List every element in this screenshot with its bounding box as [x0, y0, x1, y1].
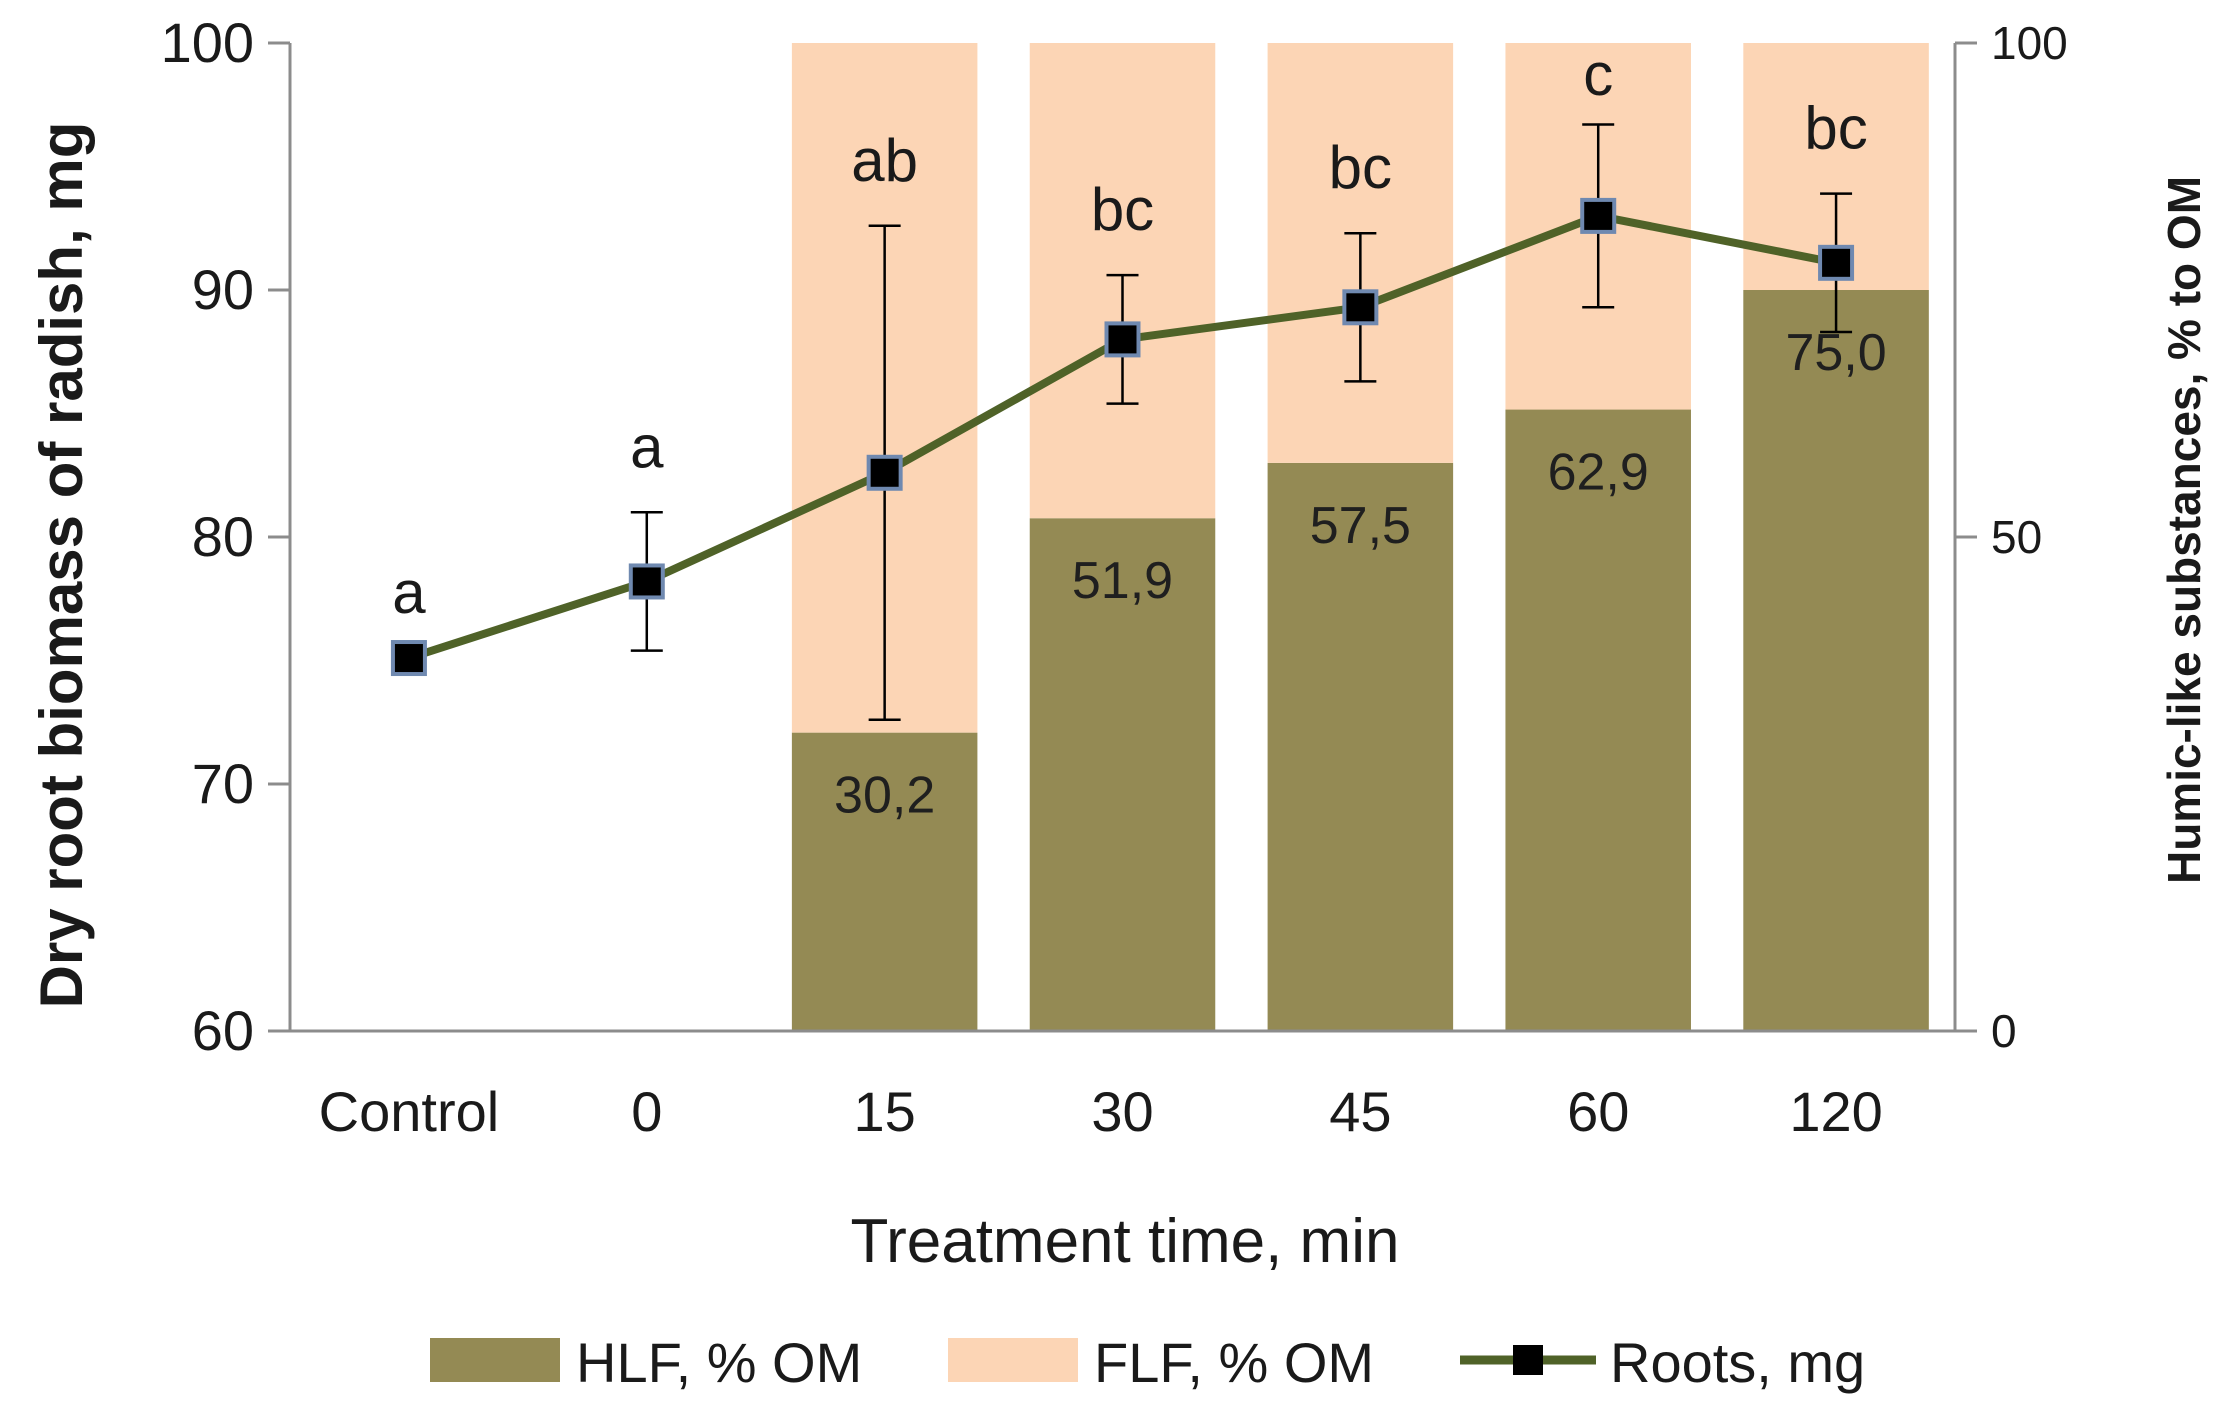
y-tick-label-90: 90 — [192, 258, 254, 321]
y-tick-label-60: 60 — [192, 999, 254, 1062]
bar-hlf-15 — [791, 732, 978, 1031]
bar-label-15: 30,2 — [834, 767, 935, 825]
bar-hlf-30 — [1029, 518, 1216, 1031]
roots-point-120 — [1818, 244, 1855, 281]
x-tick-label-120: 120 — [1789, 1080, 1882, 1143]
y-tick-label-70: 70 — [192, 752, 254, 815]
significance-45: bc — [1329, 134, 1392, 201]
roots-point-15 — [866, 454, 903, 491]
significance-Control: a — [392, 559, 426, 626]
y2-tick-label-100: 100 — [1991, 17, 2068, 69]
legend-label-flf: FLF, % OM — [1094, 1331, 1374, 1394]
legend-label-hlf: HLF, % OM — [576, 1331, 862, 1394]
significance-0: a — [630, 413, 664, 480]
roots-point-30 — [1104, 321, 1141, 358]
x-axis-title: Treatment time, min — [851, 1207, 1400, 1276]
y-tick-label-80: 80 — [192, 505, 254, 568]
roots-point-Control — [390, 640, 427, 677]
bar-hlf-45 — [1267, 462, 1454, 1031]
significance-60: c — [1583, 41, 1613, 108]
y-axis-title: Dry root biomass of radish, mg — [28, 122, 95, 1009]
roots-point-45 — [1342, 289, 1379, 326]
legend-swatch-flf — [948, 1338, 1078, 1382]
bar-label-120: 75,0 — [1785, 324, 1886, 382]
y2-tick-label-0: 0 — [1991, 1005, 2017, 1057]
significance-15: ab — [851, 127, 918, 194]
y2-axis-title: Humic-like substances, % to OM — [2158, 176, 2210, 884]
roots-point-60 — [1580, 197, 1617, 234]
labels-layer: 30,2 51,9 57,5 62,9 75,0 a a ab bc bc c bc — [392, 41, 1886, 825]
x-tick-label-45: 45 — [1329, 1080, 1391, 1143]
significance-30: bc — [1091, 176, 1154, 243]
legend-label-roots: Roots, mg — [1610, 1331, 1865, 1394]
x-tick-label-0: 0 — [631, 1080, 662, 1143]
bar-hlf-60 — [1505, 409, 1691, 1032]
significance-120: bc — [1804, 95, 1867, 162]
line-layer — [390, 123, 1855, 722]
bar-label-30: 51,9 — [1072, 552, 1173, 610]
legend-swatch-hlf — [430, 1338, 560, 1382]
roots-point-0 — [628, 563, 665, 600]
x-tick-label-30: 30 — [1091, 1080, 1153, 1143]
axes-layer: 60 70 80 90 100 0 50 100 Control 0 15 30 45 60 120 — [161, 11, 2068, 1143]
y-tick-label-100: 100 — [161, 11, 254, 74]
x-tick-label-60: 60 — [1567, 1080, 1629, 1143]
x-tick-label-Control: Control — [319, 1080, 500, 1143]
y2-tick-label-50: 50 — [1991, 511, 2042, 563]
bar-hlf-120 — [1743, 290, 1929, 1031]
legend-marker-roots — [1513, 1345, 1543, 1375]
bar-label-60: 62,9 — [1548, 444, 1649, 502]
bars-layer — [791, 43, 1929, 1032]
x-tick-label-15: 15 — [853, 1080, 915, 1143]
bar-label-45: 57,5 — [1310, 497, 1411, 555]
legend: HLF, % OM FLF, % OM Roots, mg — [430, 1331, 1865, 1394]
